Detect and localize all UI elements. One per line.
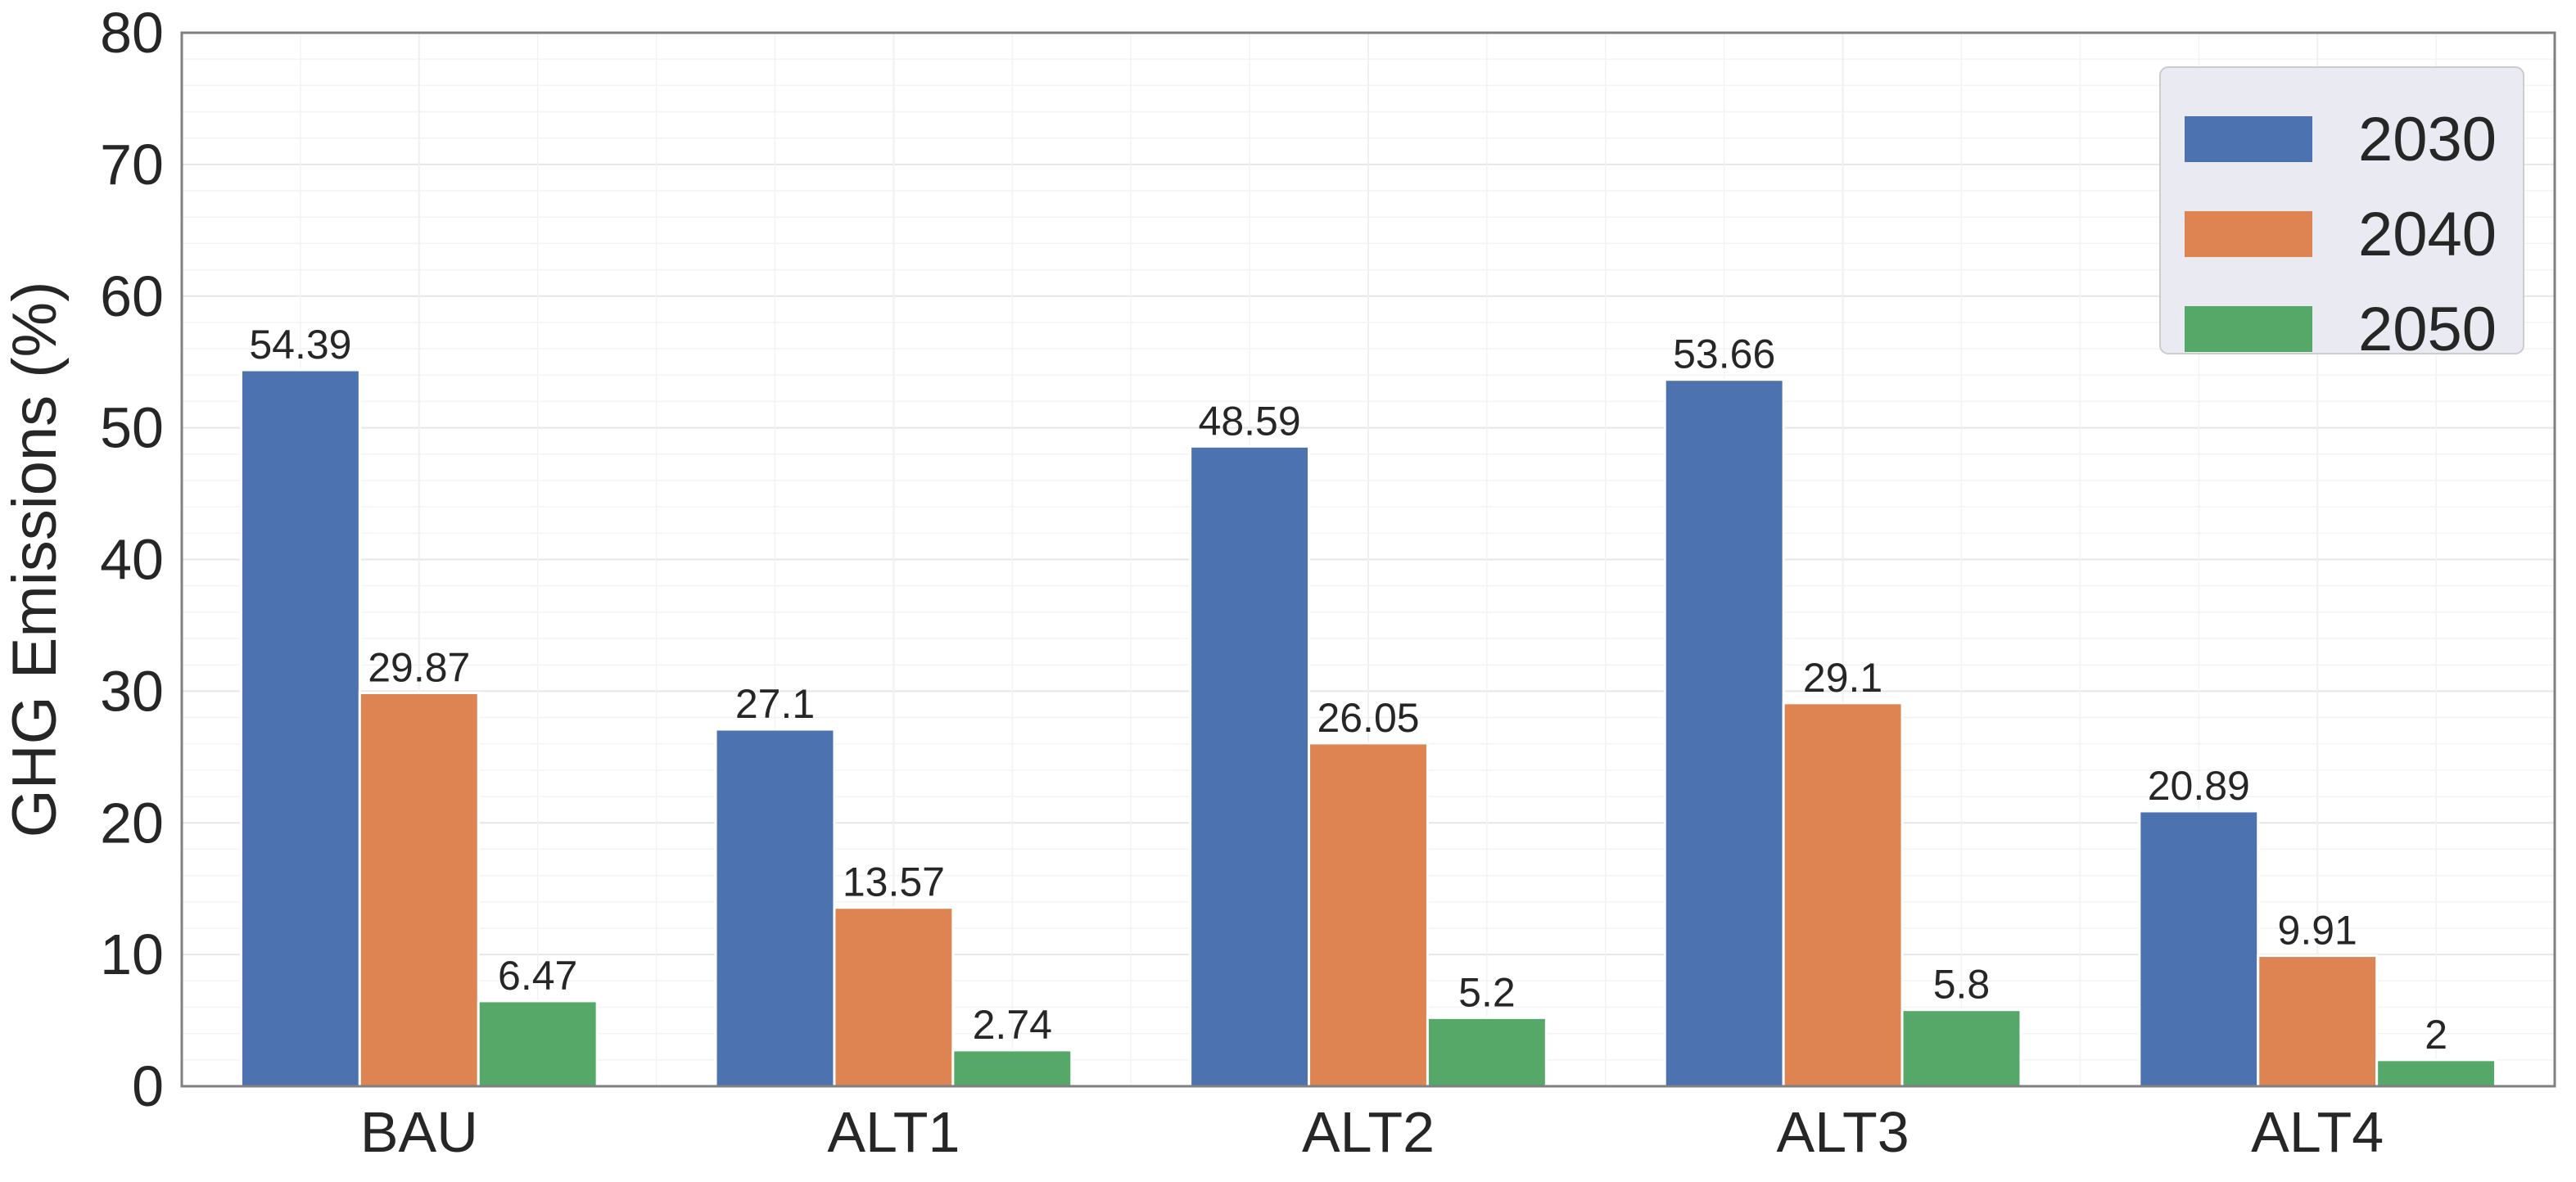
legend-swatch-2040 — [2185, 211, 2312, 257]
legend-swatch-2050 — [2185, 306, 2312, 352]
data-label-2050-alt3: 5.8 — [1933, 962, 1991, 1008]
data-label-2050-alt2: 5.2 — [1458, 969, 1516, 1015]
bars — [239, 368, 2497, 1088]
x-tick-label-alt2: ALT2 — [1302, 1100, 1435, 1164]
bar-2030-alt2 — [1189, 444, 1311, 1088]
y-tick-label: 70 — [100, 133, 164, 196]
y-tick-label: 60 — [100, 264, 164, 328]
bar-2040-alt2 — [1308, 742, 1429, 1088]
bar-2050-alt2 — [1426, 1016, 1548, 1088]
data-label-2030-bau: 54.39 — [249, 322, 351, 368]
bar-2030-alt4 — [2138, 810, 2260, 1088]
legend-label-2030: 2030 — [2358, 105, 2497, 174]
y-tick-label: 20 — [100, 791, 164, 855]
bar-2030-alt1 — [714, 728, 836, 1088]
plot-frame — [180, 31, 2556, 1088]
tick-labels: 0 10 20 30 40 50 60 70 80 BAU ALT1 ALT2 ALT3 ALT4 — [100, 1, 2384, 1164]
bar-2040-alt4 — [2257, 954, 2379, 1088]
x-tick-label-bau: BAU — [360, 1100, 478, 1164]
y-tick-label: 30 — [100, 659, 164, 723]
data-label-2040-alt4: 9.91 — [2278, 908, 2357, 954]
y-axis-label: GHG Emissions (%) — [0, 282, 70, 838]
legend-label-2050: 2050 — [2358, 295, 2497, 364]
y-tick-label: 80 — [100, 1, 164, 65]
data-label-2050-alt4: 2 — [2425, 1012, 2447, 1058]
data-label-2040-bau: 29.87 — [368, 644, 470, 690]
x-tick-label-alt4: ALT4 — [2251, 1100, 2384, 1164]
bar-2030-bau — [239, 368, 361, 1088]
data-label-2040-alt1: 13.57 — [843, 859, 945, 905]
legend: 2030 2040 2050 — [2159, 66, 2524, 364]
y-tick-label: 40 — [100, 528, 164, 592]
data-label-2050-bau: 6.47 — [498, 953, 577, 999]
y-tick-label: 50 — [100, 396, 164, 460]
data-labels: 54.39 27.1 48.59 53.66 20.89 29.87 13.57 26.05 2… — [249, 322, 2447, 1058]
bar-2040-alt1 — [833, 906, 955, 1088]
x-tick-label-alt3: ALT3 — [1777, 1100, 1909, 1164]
axes — [180, 31, 2556, 1088]
legend-label-2040: 2040 — [2358, 200, 2497, 269]
legend-swatch-2030 — [2185, 116, 2312, 162]
bar-2040-bau — [358, 691, 480, 1088]
data-label-2030-alt2: 48.59 — [1199, 398, 1301, 444]
data-label-2030-alt1: 27.1 — [735, 681, 815, 727]
data-label-2030-alt4: 20.89 — [2148, 763, 2250, 809]
data-label-2050-alt1: 2.74 — [973, 1002, 1052, 1048]
bar-2050-bau — [477, 999, 599, 1088]
x-tick-label-alt1: ALT1 — [827, 1100, 960, 1164]
bar-2050-alt3 — [1900, 1008, 2022, 1088]
bar-2050-alt1 — [951, 1049, 1073, 1088]
data-label-2040-alt3: 29.1 — [1803, 655, 1882, 701]
data-label-2040-alt2: 26.05 — [1317, 695, 1419, 741]
data-label-2030-alt3: 53.66 — [1673, 332, 1775, 377]
bar-2030-alt3 — [1663, 378, 1785, 1088]
y-tick-label: 0 — [132, 1054, 164, 1118]
y-tick-label: 10 — [100, 923, 164, 986]
bar-2040-alt3 — [1782, 702, 1904, 1088]
bar-2050-alt4 — [2375, 1058, 2497, 1088]
